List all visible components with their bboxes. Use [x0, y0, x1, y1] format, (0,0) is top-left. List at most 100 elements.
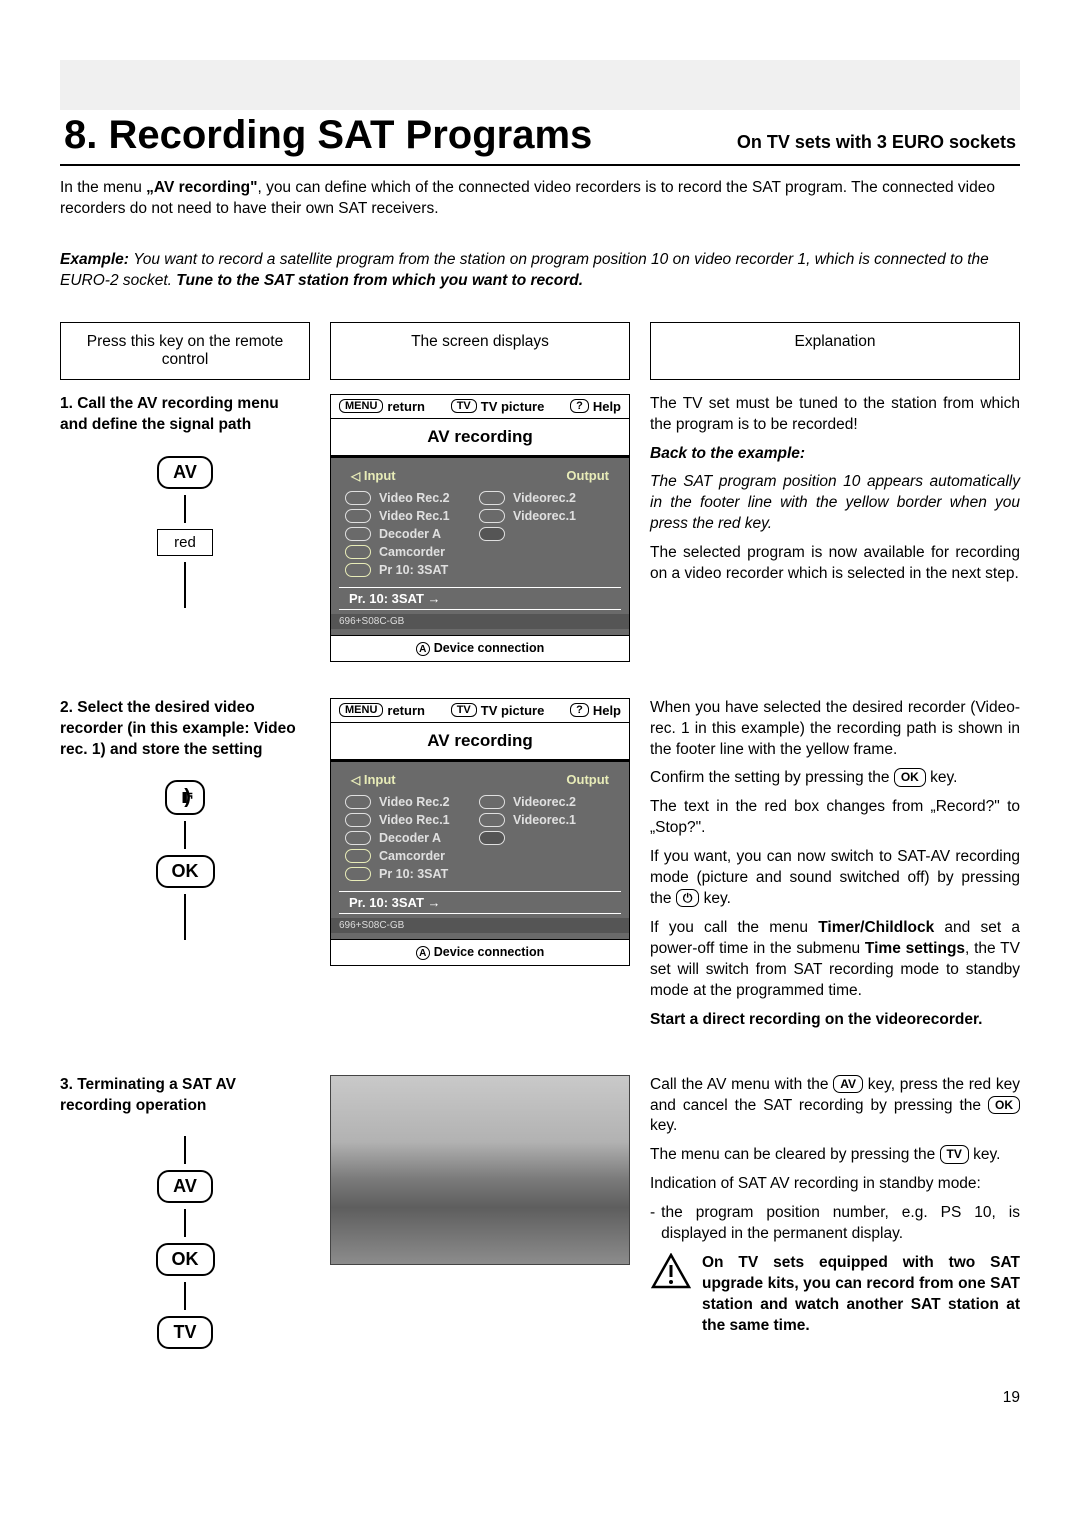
step-2-col1: 2. Select the desired video recorder (in… [60, 698, 310, 941]
osd-row: Camcorder [345, 847, 615, 865]
step1-ital: The SAT program position 10 appears auto… [650, 472, 1020, 535]
osd-subhead: ◁ Input Output [345, 468, 615, 489]
step3-p1: Call the AV menu with the AV key, press … [650, 1075, 1020, 1138]
step-2-col2: MENU return TV TV picture ? Help AV reco… [330, 698, 630, 966]
step2-last: Start a direct recording on the videorec… [650, 1010, 1020, 1031]
intro-prefix: In the menu [60, 179, 146, 196]
step1-exp1: The TV set must be tuned to the station … [650, 394, 1020, 436]
osd-help: Help [593, 703, 621, 718]
step3-p2: The menu can be cleared by pressing the … [650, 1145, 1020, 1166]
osd-code: 696+S08C-GB [331, 918, 629, 933]
tv-photo-placeholder [330, 1075, 630, 1265]
menu-badge: MENU [339, 399, 383, 413]
standby-key-inline: ⏻ [676, 889, 700, 907]
osd-foot-text: Device connection [434, 641, 544, 655]
osd-row: Camcorder [345, 543, 615, 561]
sound-key-icon: ıı)ᕐ [165, 780, 205, 815]
step1-exp2: The selected program is now available fo… [650, 543, 1020, 585]
step-3-col3: Call the AV menu with the AV key, press … [650, 1075, 1020, 1345]
tv-badge: TV [451, 399, 477, 413]
ok-key-inline: OK [988, 1096, 1020, 1114]
help-badge: ? [570, 399, 589, 413]
step-1: 1. Call the AV recording menu and define… [60, 394, 1020, 662]
ok-key-inline: OK [894, 768, 926, 786]
ok-key: OK [156, 1243, 215, 1276]
osd-title: AV recording [331, 419, 629, 458]
step-2-col3: When you have selected the desired recor… [650, 698, 1020, 1039]
osd-screen-2: MENU return TV TV picture ? Help AV reco… [330, 698, 630, 966]
tv-key-inline: TV [940, 1145, 969, 1163]
page-number: 19 [60, 1389, 1020, 1407]
col-header-1-l2: control [162, 351, 209, 368]
warning-row: On TV sets equipped with two SAT upgrade… [650, 1253, 1020, 1345]
osd-return: return [387, 399, 425, 414]
osd-output-label: Output [566, 468, 609, 483]
ok-key: OK [156, 855, 215, 888]
osd-title: AV recording [331, 723, 629, 762]
step-3-col1: 3. Terminating a SAT AV recording operat… [60, 1075, 310, 1350]
step1-back: Back to the example: [650, 444, 1020, 465]
osd-top-bar: MENU return TV TV picture ? Help [331, 395, 629, 419]
step2-p2: Confirm the setting by pressing the OK k… [650, 768, 1020, 789]
header-band [60, 60, 1020, 110]
step2-p5: If you call the menu Timer/Childlock and… [650, 918, 1020, 1002]
connector-line [184, 1136, 186, 1164]
osd-pr-line: Pr. 10: 3SAT → [339, 587, 621, 610]
connector-line [184, 821, 186, 849]
osd-return: return [387, 703, 425, 718]
step-1-heading: 1. Call the AV recording menu and define… [60, 394, 310, 436]
osd-body: ◁ Input Output Video Rec.2Videorec.2 Vid… [331, 458, 629, 635]
step-3-col2 [330, 1075, 630, 1265]
av-key: AV [157, 1170, 213, 1203]
osd-code: 696+S08C-GB [331, 614, 629, 629]
col-header-1: Press this key on the remote control [60, 322, 310, 380]
step-1-col1: 1. Call the AV recording menu and define… [60, 394, 310, 608]
help-badge: ? [570, 703, 589, 717]
step-1-col3: The TV set must be tuned to the station … [650, 394, 1020, 593]
osd-row: Video Rec.2Videorec.2 [345, 793, 615, 811]
col-header-2: The screen displays [330, 322, 630, 380]
example-label: Example: [60, 251, 129, 268]
av-key: AV [157, 456, 213, 489]
step-3-remote: AV OK TV [60, 1136, 310, 1349]
osd-help: Help [593, 399, 621, 414]
menu-badge: MENU [339, 703, 383, 717]
red-key-label: red [157, 529, 213, 556]
step3-p3: Indication of SAT AV recording in standb… [650, 1174, 1020, 1195]
step-2-remote: ıı)ᕐ OK [60, 780, 310, 940]
step-1-col2: MENU return TV TV picture ? Help AV reco… [330, 394, 630, 662]
connector-line [184, 1209, 186, 1237]
osd-foot-a: A [416, 642, 430, 656]
connector-line [184, 562, 186, 608]
left-tri-icon: ◁ [351, 469, 360, 483]
intro-bold: „AV recording" [146, 179, 257, 196]
tv-key: TV [157, 1316, 212, 1349]
step2-p4: If you want, you can now switch to SAT-A… [650, 847, 1020, 910]
osd-pr-line: Pr. 10: 3SAT → [339, 891, 621, 914]
osd-foot-text: Device connection [434, 945, 544, 959]
osd-input-label: Input [364, 772, 396, 787]
osd-screen-1: MENU return TV TV picture ? Help AV reco… [330, 394, 630, 662]
step2-p1: When you have selected the desired recor… [650, 698, 1020, 761]
osd-row: Decoder A [345, 829, 615, 847]
example-bold: Tune to the SAT station from which you w… [176, 272, 583, 289]
warning-icon [650, 1253, 692, 1289]
left-tri-icon: ◁ [351, 773, 360, 787]
col-header-1-l1: Press this key on the remote [87, 333, 283, 350]
step3-bullet-text: the program position number, e.g. PS 10,… [661, 1203, 1020, 1245]
connector-line [184, 495, 186, 523]
connector-line [184, 894, 186, 940]
osd-body: ◁ Input Output Video Rec.2Videorec.2 Vid… [331, 762, 629, 939]
step-2-heading: 2. Select the desired video recorder (in… [60, 698, 310, 761]
osd-foot-a: A [416, 946, 430, 960]
example-block: Example: You want to record a satellite … [60, 250, 1020, 292]
osd-output-label: Output [566, 772, 609, 787]
osd-row: Video Rec.1Videorec.1 [345, 507, 615, 525]
step-3: 3. Terminating a SAT AV recording operat… [60, 1075, 1020, 1350]
osd-row: Decoder A [345, 525, 615, 543]
osd-subhead: ◁ Input Output [345, 772, 615, 793]
col-header-3: Explanation [650, 322, 1020, 380]
column-headers: Press this key on the remote control The… [60, 322, 1020, 380]
step-1-remote: AV red [60, 456, 310, 608]
osd-row: Pr 10: 3SAT [345, 865, 615, 883]
